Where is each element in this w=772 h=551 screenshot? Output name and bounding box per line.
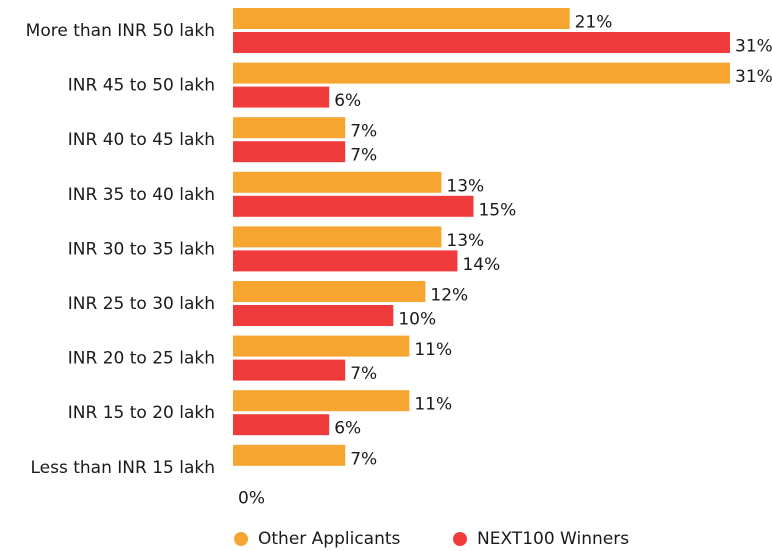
category-label: INR 25 to 30 lakh (68, 294, 215, 314)
value-label: 7% (350, 122, 377, 142)
value-label: 31% (735, 37, 772, 57)
value-label: 21% (575, 13, 613, 33)
bar (233, 414, 330, 436)
bar (233, 444, 346, 466)
category-label: INR 45 to 50 lakh (68, 76, 215, 96)
value-label: 10% (398, 310, 436, 330)
category-label: INR 40 to 45 lakh (68, 130, 215, 150)
value-label: 13% (446, 176, 484, 196)
bar (233, 8, 570, 29)
category-label: INR 15 to 20 lakh (68, 403, 215, 423)
category-label: More than INR 50 lakh (26, 21, 215, 41)
bar (233, 32, 730, 53)
value-label: 6% (334, 91, 361, 111)
bar (233, 281, 426, 302)
bar (233, 305, 394, 326)
value-label: 7% (350, 449, 377, 469)
bar (233, 335, 410, 357)
value-label: 12% (430, 286, 468, 306)
value-label: 11% (414, 395, 452, 415)
value-label: 7% (350, 364, 377, 384)
value-label: 14% (462, 255, 500, 275)
bar (233, 86, 330, 108)
value-label: 13% (446, 231, 484, 251)
category-label: INR 30 to 35 lakh (68, 239, 215, 259)
legend-swatch (453, 532, 467, 546)
bar (233, 171, 442, 193)
legend-swatch (234, 532, 248, 546)
bar (233, 117, 346, 139)
bar (233, 195, 474, 217)
value-label: 0% (238, 488, 265, 508)
value-label: 6% (334, 419, 361, 439)
legend-label: Other Applicants (258, 529, 401, 549)
value-label: 15% (478, 200, 516, 220)
bar (233, 141, 346, 163)
legend-label: NEXT100 Winners (477, 529, 629, 549)
bar (233, 390, 410, 412)
value-label: 31% (735, 67, 772, 87)
bar (233, 62, 730, 84)
value-label: 7% (350, 146, 377, 166)
bar (233, 226, 442, 248)
category-label: INR 20 to 25 lakh (68, 349, 215, 369)
bar (233, 359, 346, 381)
category-label: Less than INR 15 lakh (30, 458, 215, 478)
category-label: INR 35 to 40 lakh (68, 185, 215, 205)
value-label: 11% (414, 340, 452, 360)
bar (233, 250, 458, 272)
